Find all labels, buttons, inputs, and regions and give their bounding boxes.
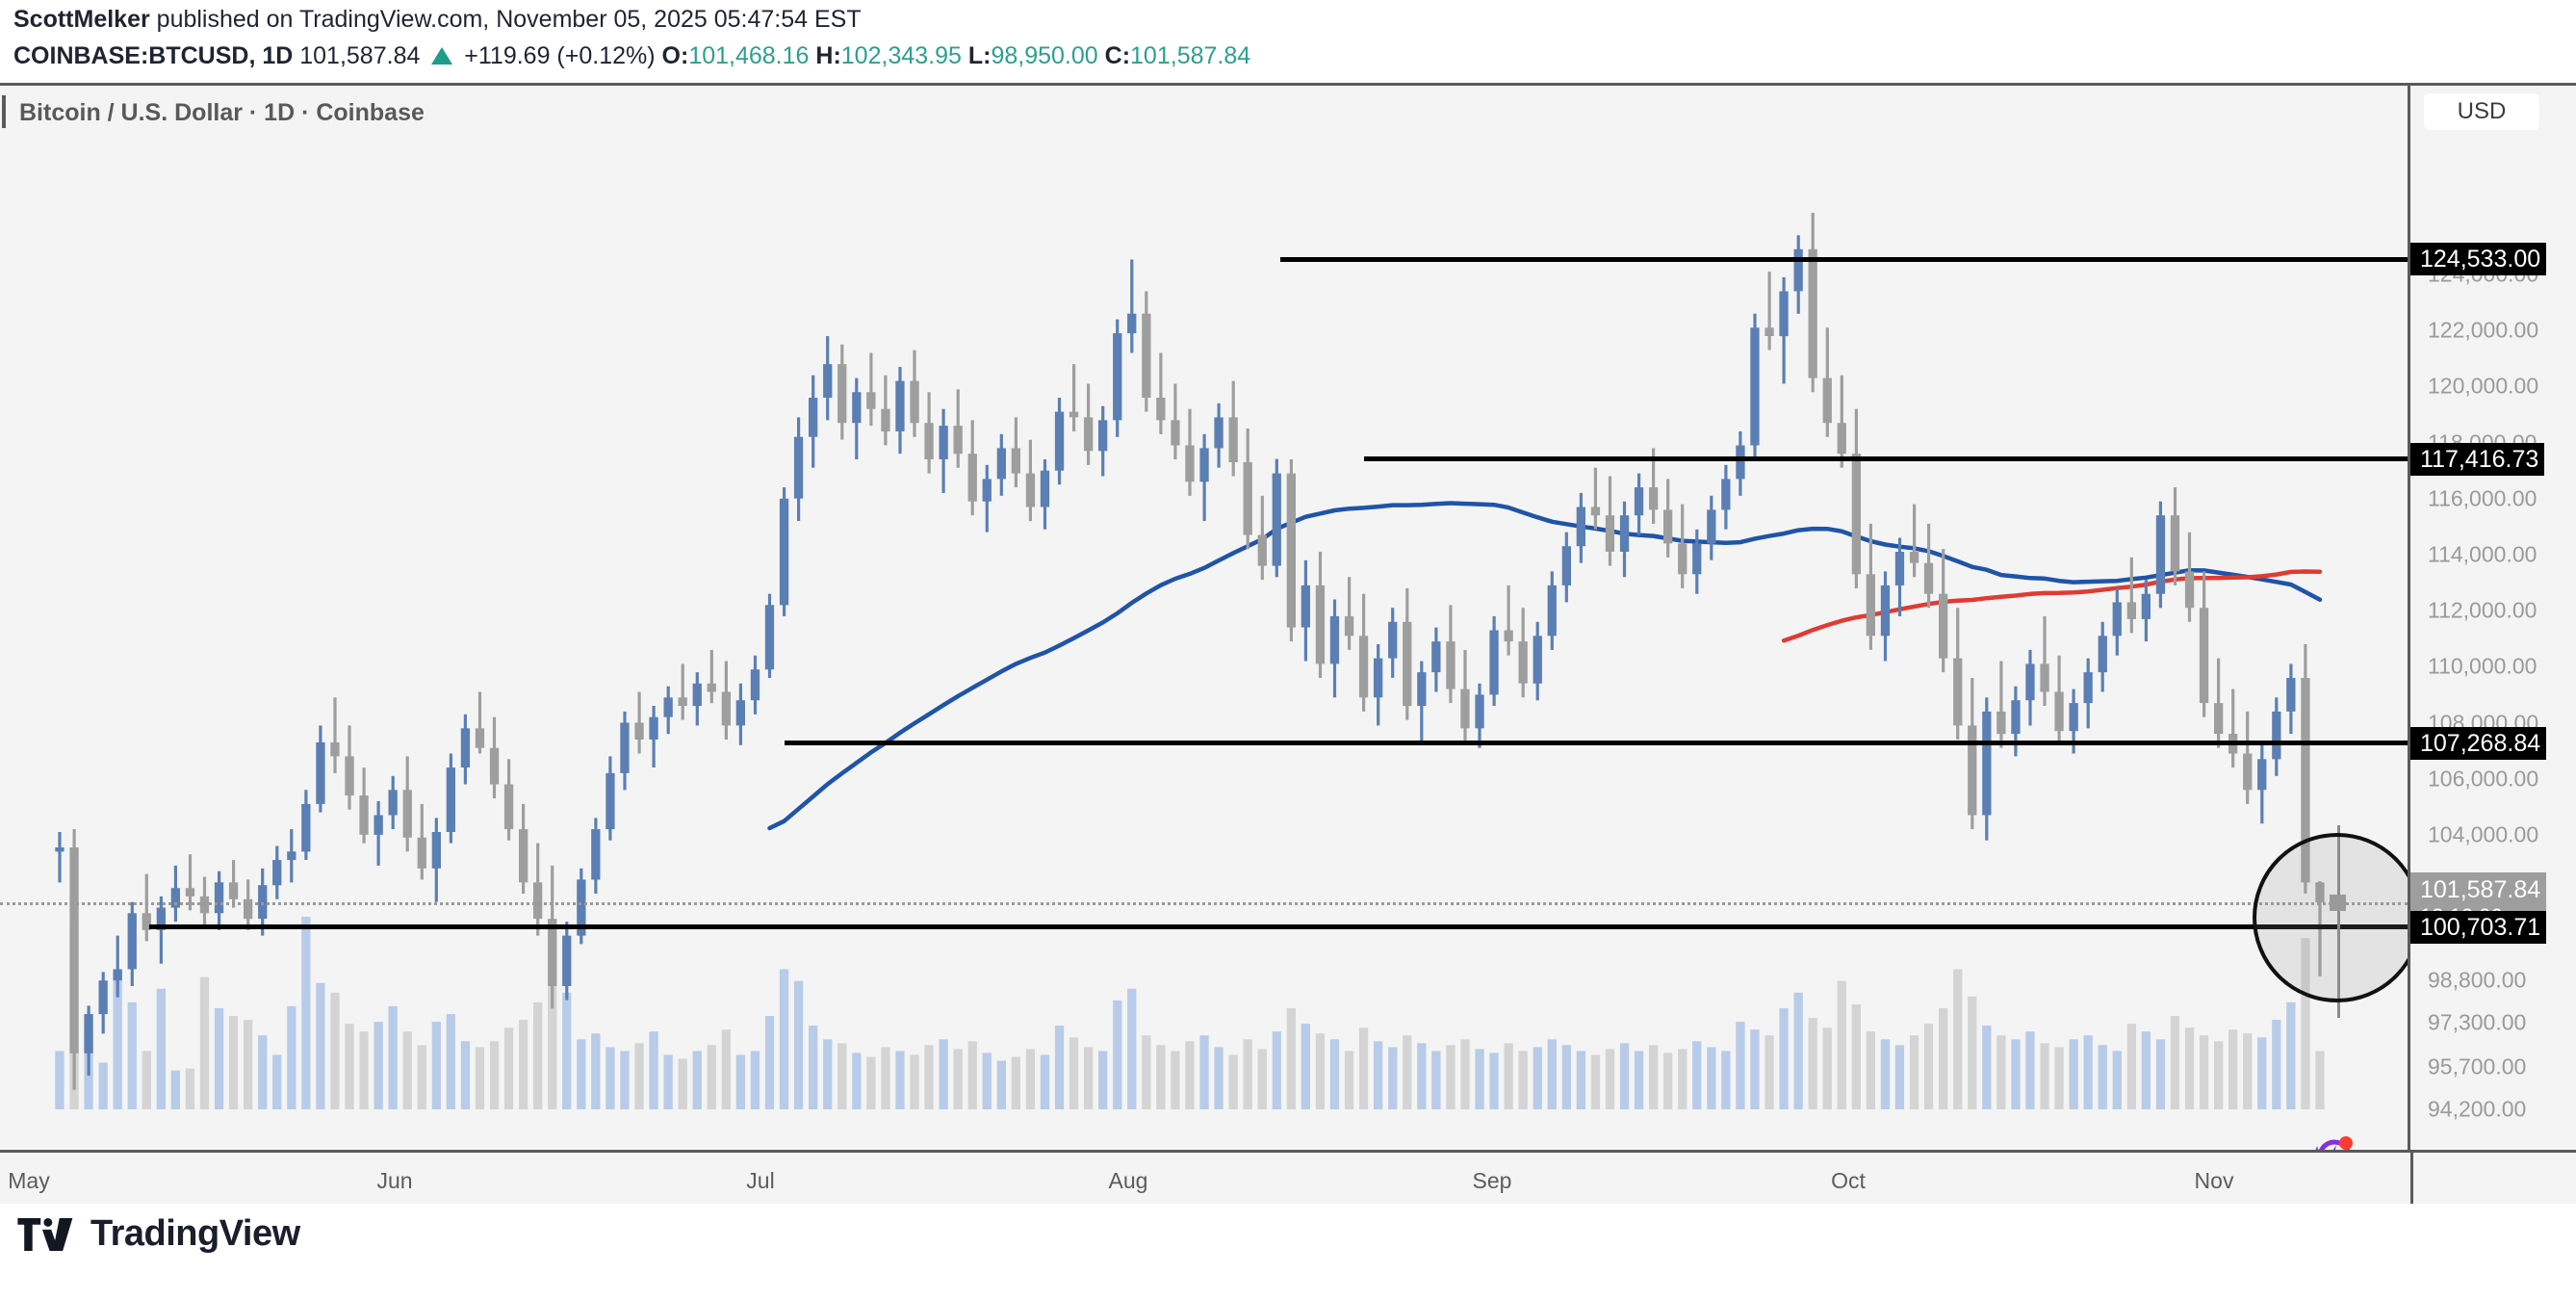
price-tick-label: 120,000.00 — [2428, 373, 2539, 399]
last-price: 101,587.84 — [299, 42, 421, 69]
tradingview-logo[interactable]: TradingView — [15, 1213, 300, 1255]
symbol-quote-line: COINBASE:BTCUSD, 1D 101,587.84 +119.69 (… — [13, 42, 1250, 70]
author-name: ScottMelker — [13, 6, 150, 33]
level-price-label[interactable]: 100,703.71 — [2410, 910, 2547, 944]
high-key: H: — [815, 42, 841, 69]
horizontal-level-line[interactable] — [785, 741, 2408, 746]
published-text: published on TradingView.com, November 0… — [149, 6, 862, 33]
close-value: 101,587.84 — [1130, 42, 1251, 69]
price-tick-label: 104,000.00 — [2428, 821, 2539, 847]
crosshair-price-value: 101,587.84 — [2420, 876, 2541, 904]
time-tick-label: Oct — [1831, 1168, 1866, 1193]
publisher-line: ScottMelker published on TradingView.com… — [13, 6, 862, 34]
price-tick-label: 112,000.00 — [2428, 597, 2537, 623]
triangle-up-icon — [431, 47, 453, 65]
price-tick-label: 95,700.00 — [2428, 1053, 2527, 1079]
price-scale[interactable]: USD 124,000.00122,000.00120,000.00118,00… — [2410, 86, 2576, 1150]
currency-pill[interactable]: USD — [2424, 93, 2539, 130]
price-tick-label: 98,800.00 — [2428, 967, 2527, 993]
candlestick-svg — [55, 213, 2325, 1109]
close-key: C: — [1104, 42, 1131, 69]
time-scale-separator — [2410, 1153, 2413, 1207]
horizontal-level-line[interactable] — [1280, 256, 2408, 262]
price-tick-label: 110,000.00 — [2428, 653, 2537, 679]
horizontal-level-line[interactable] — [149, 924, 2408, 930]
price-tick-label: 97,300.00 — [2428, 1009, 2527, 1035]
time-tick-label: Nov — [2194, 1168, 2234, 1193]
ai-lightning-badge-icon[interactable] — [2305, 1131, 2357, 1150]
symbol-label[interactable]: COINBASE:BTCUSD, 1D — [13, 42, 294, 69]
open-value: 101,468.16 — [688, 42, 810, 69]
chart-frame: Bitcoin / U.S. Dollar · 1D · Coinbase US… — [0, 83, 2576, 1207]
horizontal-level-line[interactable] — [1364, 456, 2408, 462]
level-price-label[interactable]: 117,416.73 — [2410, 442, 2545, 476]
level-price-label[interactable]: 107,268.84 — [2410, 726, 2547, 760]
price-tick-label: 116,000.00 — [2428, 485, 2537, 511]
tradingview-mark-icon — [17, 1217, 73, 1251]
time-tick-label: Jun — [376, 1168, 413, 1193]
price-change: +119.69 (+0.12%) — [464, 42, 656, 69]
price-tick-label: 122,000.00 — [2428, 317, 2539, 343]
tradingview-wordmark: TradingView — [90, 1213, 300, 1254]
circle-annotation[interactable] — [2253, 833, 2408, 1003]
crosshair-horizontal-line — [0, 902, 2408, 906]
open-key: O: — [661, 42, 689, 69]
price-tick-label: 114,000.00 — [2428, 541, 2537, 567]
low-key: L: — [967, 42, 992, 69]
title-accent-bar — [2, 95, 6, 128]
header-bar: ScottMelker published on TradingView.com… — [0, 0, 2576, 83]
time-tick-label: Aug — [1108, 1168, 1148, 1193]
footer-bar: TradingView — [0, 1204, 2576, 1300]
time-scale[interactable]: May Jun Jul Aug Sep Oct Nov — [0, 1150, 2576, 1207]
low-value: 98,950.00 — [991, 42, 1098, 69]
price-chart-plot[interactable]: Bitcoin / U.S. Dollar · 1D · Coinbase — [0, 86, 2410, 1150]
currency-label: USD — [2457, 98, 2507, 124]
time-tick-label: Sep — [1472, 1168, 1512, 1193]
level-price-label[interactable]: 124,533.00 — [2410, 243, 2547, 276]
time-tick-label: Jul — [746, 1168, 775, 1193]
high-value: 102,343.95 — [840, 42, 962, 69]
price-tick-label: 106,000.00 — [2428, 766, 2539, 792]
price-tick-label: 94,200.00 — [2428, 1096, 2527, 1122]
time-tick-label: May — [8, 1168, 50, 1193]
chart-title: Bitcoin / U.S. Dollar · 1D · Coinbase — [19, 99, 425, 126]
